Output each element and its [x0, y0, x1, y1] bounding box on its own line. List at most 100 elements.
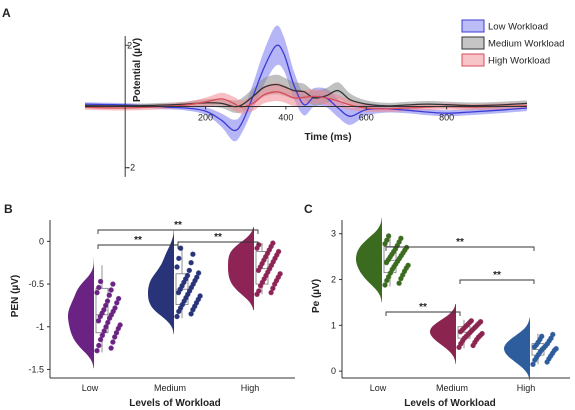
data-point — [176, 255, 182, 262]
data-point — [553, 346, 559, 352]
data-point — [105, 319, 111, 326]
data-point — [96, 284, 102, 291]
panel-c-pe-chart: 3 2 1 0 Low Medium High ** ** ** — [331, 217, 570, 393]
y-tick-label: 2 — [331, 275, 336, 285]
significance-label: ** — [419, 302, 427, 313]
data-point — [95, 318, 102, 324]
data-point — [277, 271, 283, 277]
data-point — [108, 287, 114, 293]
panel-b-x-axis-label: Levels of Workload — [129, 398, 221, 409]
significance-bracket — [459, 279, 535, 284]
violin-medium — [148, 229, 174, 334]
data-point — [177, 245, 184, 251]
significance-label: ** — [456, 237, 464, 248]
data-point — [385, 233, 392, 239]
panel-a-ticks: 200 400 600 800 2 -2 — [125, 40, 454, 173]
data-point — [396, 280, 402, 286]
panel-a-confidence-bands — [85, 25, 527, 142]
data-point — [256, 288, 262, 294]
significance-bracket — [97, 229, 259, 234]
x-tick-label: 400 — [278, 113, 293, 123]
panel-a-y-axis-label: Potential (µV) — [132, 38, 143, 102]
legend-label: Medium Workload — [488, 39, 564, 50]
data-point — [110, 281, 116, 287]
data-point — [256, 242, 262, 248]
panel-c-y-axis-label: Pe (µV) — [311, 279, 322, 313]
y-tick-label: 2 — [127, 40, 132, 50]
y-tick-label: -0.5 — [28, 279, 44, 289]
data-point — [539, 333, 545, 339]
data-point — [190, 251, 196, 257]
data-point — [97, 278, 104, 285]
panel-c-x-axis-label: Levels of Workload — [404, 398, 496, 409]
panel-b-y-axis-label: PEN (µV) — [10, 275, 21, 317]
data-point — [99, 332, 106, 338]
x-tick-label: 600 — [359, 113, 374, 123]
data-point — [103, 324, 109, 330]
x-tick-label: Medium — [154, 383, 186, 393]
panel-c-letter: C — [304, 202, 313, 216]
violin-low — [356, 217, 382, 303]
x-tick-label: High — [241, 383, 260, 393]
y-tick-label: -1 — [36, 322, 44, 332]
x-tick-label: Low — [82, 383, 99, 393]
significance-label: ** — [493, 270, 501, 281]
significance-label: ** — [174, 220, 182, 231]
x-tick-label: 800 — [439, 113, 454, 123]
data-point — [398, 235, 404, 242]
data-point — [477, 319, 484, 325]
band-series-2 — [85, 82, 527, 114]
data-point — [97, 336, 104, 343]
data-point — [268, 289, 274, 296]
data-point — [270, 240, 276, 246]
panel-a-letter: A — [2, 6, 11, 20]
legend-swatch — [461, 53, 485, 67]
data-point — [174, 264, 180, 270]
panel-b-pen-chart: 0 -0.5 -1 -1.5 Low Medium High ** ** ** — [28, 220, 295, 393]
data-point — [275, 248, 282, 255]
panel-b-letter: B — [4, 202, 13, 216]
data-point — [468, 318, 474, 324]
violin-low — [68, 249, 94, 369]
panel-a-legend: Low Workload Medium Workload High Workload — [461, 19, 564, 67]
line-series-2 — [84, 91, 528, 110]
band-series-0 — [85, 25, 527, 142]
data-point — [195, 270, 202, 276]
data-point — [117, 322, 123, 328]
y-tick-label: 0 — [331, 366, 336, 376]
panel-a-x-axis-label: Time (ms) — [304, 132, 351, 143]
significance-bracket — [385, 311, 461, 316]
x-tick-label: 200 — [198, 113, 213, 123]
legend-label: Low Workload — [488, 22, 548, 33]
x-tick-label: Medium — [436, 383, 468, 393]
data-point — [110, 339, 116, 345]
violin-medium — [430, 304, 456, 364]
significance-label: ** — [214, 232, 222, 243]
data-point — [188, 260, 194, 266]
data-point — [186, 267, 193, 274]
significance-bracket — [177, 241, 259, 246]
data-point — [382, 282, 388, 288]
data-point — [94, 348, 100, 354]
data-point — [174, 313, 180, 320]
data-point — [108, 345, 114, 351]
violin-high — [228, 227, 254, 311]
legend-label: High Workload — [488, 56, 550, 67]
line-series-1 — [84, 83, 528, 108]
data-point — [106, 292, 113, 298]
x-tick-label: High — [517, 383, 536, 393]
data-point — [550, 331, 556, 338]
significance-bracket — [385, 246, 535, 251]
y-tick-label: 1 — [331, 320, 336, 330]
x-tick-label: Low — [370, 383, 387, 393]
data-point — [197, 293, 203, 299]
y-tick-label: 3 — [331, 229, 336, 239]
data-point — [479, 330, 485, 337]
y-tick-label: -1.5 — [28, 364, 44, 374]
data-point — [112, 334, 118, 340]
data-point — [96, 342, 102, 349]
legend-swatch — [461, 19, 485, 33]
data-point — [405, 262, 411, 268]
panel-a-erp-chart: 200 400 600 800 2 -2 Potential (µV) Time (ms)… — [84, 19, 564, 177]
